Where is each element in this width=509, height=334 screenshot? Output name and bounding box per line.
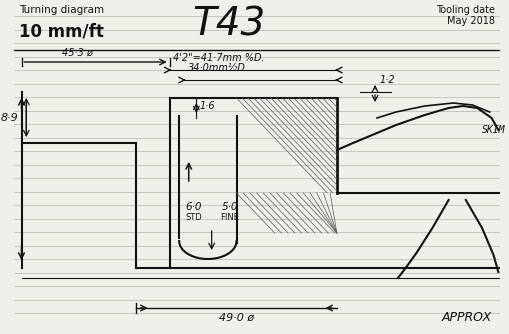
Text: 49·0 ø: 49·0 ø: [219, 313, 254, 323]
Text: May 2018: May 2018: [447, 16, 495, 26]
Text: 1·2: 1·2: [380, 75, 395, 85]
Text: Turning diagram: Turning diagram: [19, 5, 104, 15]
Text: 34·0mm½D: 34·0mm½D: [188, 63, 246, 73]
Text: 6·0: 6·0: [185, 202, 202, 212]
Text: 4'2"=41·7mm %D.: 4'2"=41·7mm %D.: [174, 53, 265, 63]
Text: 5·0: 5·0: [221, 202, 238, 212]
Text: Tooling date: Tooling date: [436, 5, 495, 15]
Text: APPROX: APPROX: [441, 311, 492, 324]
Text: 10 mm/ft: 10 mm/ft: [19, 22, 103, 40]
Text: T43: T43: [192, 5, 266, 43]
Text: SKIM: SKIM: [482, 125, 505, 135]
Text: 8·9: 8·9: [1, 113, 19, 123]
Text: FINE: FINE: [220, 213, 239, 222]
Text: STD: STD: [185, 213, 202, 222]
Text: 45·3 ø: 45·3 ø: [62, 48, 93, 58]
Text: 1·6: 1·6: [199, 101, 215, 111]
